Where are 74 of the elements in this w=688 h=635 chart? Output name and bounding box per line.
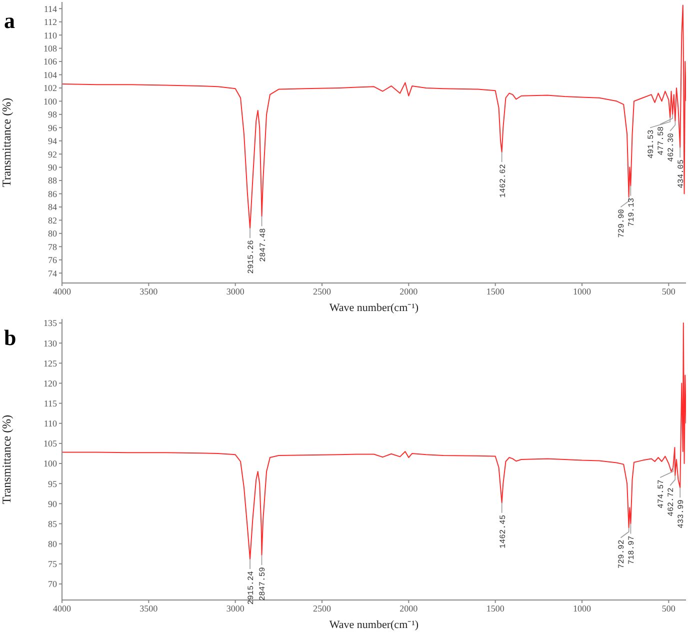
y-tick-label: 125 xyxy=(44,358,58,368)
y-tick-label: 85 xyxy=(48,518,58,529)
y-tick-label: 106 xyxy=(44,56,58,67)
chart-title: a xyxy=(4,8,15,34)
y-tick-label: 76 xyxy=(48,255,58,266)
x-tick-label: 3500 xyxy=(140,286,158,296)
y-tick-label: 100 xyxy=(44,458,58,469)
y-tick-label: 95 xyxy=(48,478,58,489)
annotation: 2915.26 xyxy=(247,240,256,274)
annotation: 474.57 xyxy=(657,479,666,508)
y-tick-label: 108 xyxy=(44,43,58,54)
y-axis-title: Transmittance (%) xyxy=(0,414,14,504)
y-tick-label: 98 xyxy=(48,110,58,120)
y-tick-label: 92 xyxy=(48,149,57,160)
annotation: 491.53 xyxy=(647,130,656,159)
x-tick-label: 3000 xyxy=(226,603,245,614)
y-tick-label: 120 xyxy=(44,378,58,388)
annotation: 719.13 xyxy=(628,198,637,227)
y-tick-label: 135 xyxy=(44,318,58,328)
x-tick-label: 1000 xyxy=(573,286,592,296)
x-tick-label: 2500 xyxy=(313,603,332,614)
y-tick-label: 115 xyxy=(44,398,58,408)
y-tick-label: 112 xyxy=(44,17,57,28)
y-tick-label: 104 xyxy=(44,70,58,80)
annotation: 462.72 xyxy=(667,487,676,516)
y-tick-label: 90 xyxy=(48,498,58,509)
chart-title: b xyxy=(4,325,16,351)
y-tick-label: 78 xyxy=(48,242,58,252)
annotation: 1462.45 xyxy=(498,514,508,548)
y-tick-label: 110 xyxy=(44,418,58,429)
annotation: 2915.24 xyxy=(247,570,256,605)
y-tick-label: 75 xyxy=(48,559,58,570)
y-tick-label: 70 xyxy=(48,579,58,590)
x-tick-label: 3000 xyxy=(226,286,245,296)
y-tick-label: 96 xyxy=(48,122,58,133)
x-tick-label: 4000 xyxy=(53,286,72,296)
y-tick-label: 74 xyxy=(48,268,58,278)
y-tick-label: 105 xyxy=(44,438,58,449)
y-tick-label: 90 xyxy=(48,162,58,172)
annotation: 718.97 xyxy=(628,536,637,565)
annotation: 2847.59 xyxy=(258,566,268,601)
y-tick-label: 80 xyxy=(48,228,58,239)
x-tick-label: 4000 xyxy=(53,603,72,614)
y-tick-label: 94 xyxy=(48,136,58,146)
x-tick-label: 2000 xyxy=(400,603,418,614)
y-tick-label: 82 xyxy=(48,215,57,226)
x-tick-label: 1500 xyxy=(486,603,505,614)
annotation: 729.92 xyxy=(618,540,627,569)
x-axis-title: Wave number(cm⁻¹) xyxy=(329,619,419,631)
annotation: 434.05 xyxy=(677,159,686,188)
x-tick-label: 1000 xyxy=(573,603,592,614)
annotation: 729.90 xyxy=(618,208,627,238)
y-tick-label: 100 xyxy=(44,96,58,106)
annotation: 433.99 xyxy=(677,499,686,528)
x-axis-title: Wave number(cm⁻¹) xyxy=(329,302,419,314)
x-tick-label: 2500 xyxy=(313,286,332,296)
x-tick-label: 500 xyxy=(662,603,676,614)
x-tick-label: 2000 xyxy=(400,286,418,296)
y-tick-label: 86 xyxy=(48,188,58,199)
y-tick-label: 114 xyxy=(44,4,58,14)
y-tick-label: 110 xyxy=(44,30,58,40)
x-tick-label: 1500 xyxy=(486,286,505,296)
y-axis-title: Transmittance (%) xyxy=(0,98,14,188)
y-tick-label: 80 xyxy=(48,538,58,549)
annotation: 477.58 xyxy=(657,126,666,156)
y-tick-label: 130 xyxy=(44,338,58,348)
annotation: 462.30 xyxy=(667,132,676,162)
y-tick-label: 88 xyxy=(48,176,58,186)
x-tick-label: 500 xyxy=(662,286,676,296)
annotation: 2847.48 xyxy=(258,228,268,262)
y-tick-label: 84 xyxy=(48,202,58,212)
annotation: 1462.62 xyxy=(498,164,508,198)
x-tick-label: 3500 xyxy=(140,603,158,614)
y-tick-label: 102 xyxy=(44,83,57,94)
